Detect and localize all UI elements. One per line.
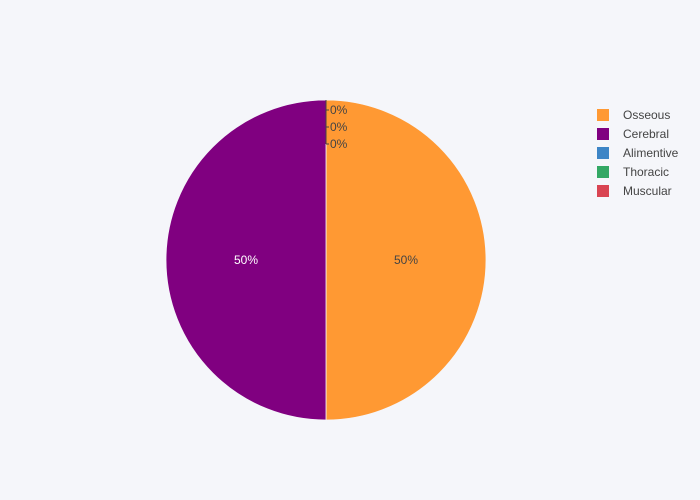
legend-swatch-alimentive: [597, 146, 609, 159]
legend-swatch-osseous: [597, 108, 609, 121]
legend-label-muscular: Muscular: [623, 183, 672, 198]
legend: Osseous Cerebral Alimentive Thoracic Muscula…: [597, 105, 678, 200]
slice-label-alimentive: 0%: [330, 103, 348, 117]
pie-slice-labels: 50% 50% 0% 0% 0%: [234, 100, 418, 267]
legend-label-cerebral: Cerebral: [623, 126, 670, 141]
pie-slices: [165, 99, 487, 421]
legend-item-alimentive[interactable]: Alimentive: [597, 143, 678, 162]
legend-swatch-muscular: [597, 184, 609, 197]
slice-label-thoracic: 0%: [330, 120, 348, 134]
legend-item-thoracic[interactable]: Thoracic: [597, 162, 678, 181]
slice-label-cerebral: 50%: [234, 253, 258, 267]
legend-item-muscular[interactable]: Muscular: [597, 181, 678, 200]
legend-swatch-thoracic: [597, 165, 609, 178]
slice-label-osseous: 50%: [394, 253, 418, 267]
legend-item-cerebral[interactable]: Cerebral: [597, 124, 678, 143]
slice-label-muscular: 0%: [330, 137, 348, 151]
legend-item-osseous[interactable]: Osseous: [597, 105, 678, 124]
legend-label-alimentive: Alimentive: [623, 145, 679, 160]
legend-swatch-cerebral: [597, 127, 609, 140]
legend-label-osseous: Osseous: [623, 107, 671, 122]
pie-slice-cerebral[interactable]: [165, 99, 327, 421]
legend-label-thoracic: Thoracic: [623, 164, 670, 179]
pie-slice-osseous[interactable]: [325, 99, 487, 421]
